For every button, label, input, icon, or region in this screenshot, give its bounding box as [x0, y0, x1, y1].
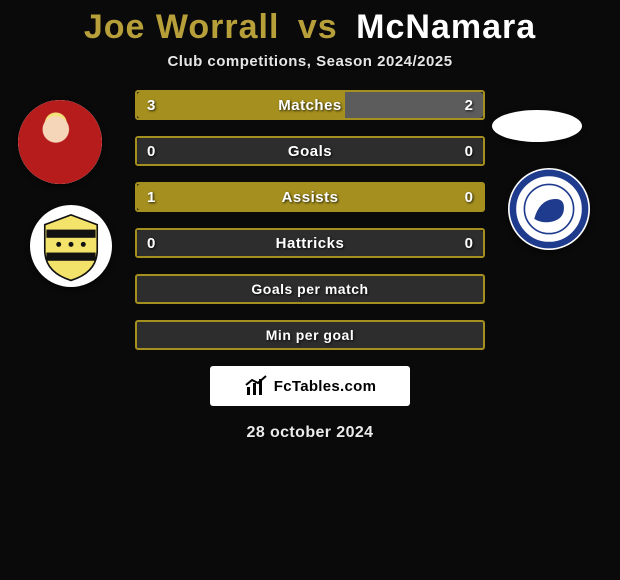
stat-label: Hattricks — [137, 230, 483, 256]
subtitle: Club competitions, Season 2024/2025 — [0, 53, 620, 70]
stat-value-right: 0 — [465, 184, 473, 210]
player1-photo-placeholder — [18, 100, 102, 184]
stat-label: Goals — [137, 138, 483, 164]
date-text: 28 october 2024 — [0, 424, 620, 442]
stat-label: Assists — [137, 184, 483, 210]
player2-club-crest — [508, 168, 590, 250]
stat-row-goals-per-match: Goals per match — [135, 274, 485, 304]
title-vs: vs — [298, 8, 338, 46]
comparison-stage: 3Matches20Goals01Assists00Hattricks0Goal… — [0, 90, 620, 442]
stat-label: Matches — [137, 92, 483, 118]
stat-row-min-per-goal: Min per goal — [135, 320, 485, 350]
lion-crest-icon — [508, 168, 590, 250]
title-player1: Joe Worrall — [84, 8, 280, 46]
stat-row-assists: 1Assists0 — [135, 182, 485, 212]
brand-text: FcTables.com — [274, 378, 377, 395]
stat-row-hattricks: 0Hattricks0 — [135, 228, 485, 258]
player1-photo — [18, 100, 102, 184]
page-title: Joe Worrall vs McNamara — [0, 0, 620, 47]
player2-photo-placeholder — [492, 110, 582, 142]
stat-bars: 3Matches20Goals01Assists00Hattricks0Goal… — [135, 90, 485, 350]
stat-row-matches: 3Matches2 — [135, 90, 485, 120]
stat-value-right: 2 — [465, 92, 473, 118]
player1-club-crest — [30, 205, 112, 287]
stat-row-goals: 0Goals0 — [135, 136, 485, 166]
shield-icon — [30, 205, 112, 287]
brand-badge: FcTables.com — [210, 366, 410, 406]
stat-value-right: 0 — [465, 230, 473, 256]
chart-icon — [244, 374, 268, 398]
title-player2: McNamara — [356, 8, 536, 46]
stat-value-right: 0 — [465, 138, 473, 164]
